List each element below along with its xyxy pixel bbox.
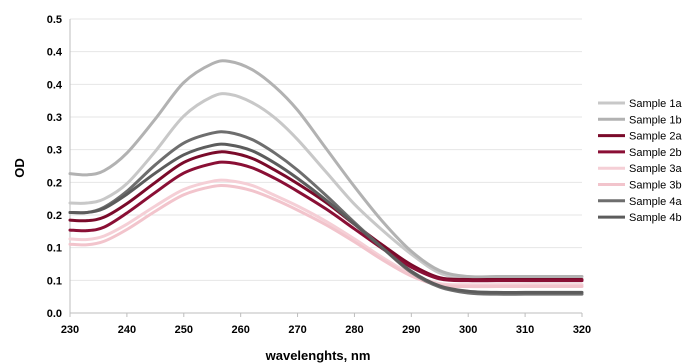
- legend-label: Sample 3a: [629, 163, 682, 175]
- x-tick-label: 260: [231, 324, 249, 336]
- legend: Sample 1a Sample 1b Sample 2a Sample 2b Samp…: [598, 98, 682, 224]
- x-tick-label: 240: [118, 324, 136, 336]
- series-line-8: [68, 142, 584, 295]
- x-tick-label: 270: [288, 324, 306, 336]
- y-tick-label: 0.1: [47, 243, 62, 255]
- y-tick-label: 0.3: [47, 112, 62, 124]
- x-tick-label: 250: [175, 324, 193, 336]
- legend-label: Sample 4b: [629, 212, 682, 224]
- y-tick-label: 0.2: [47, 177, 62, 189]
- y-tick-label: 0.3: [47, 145, 62, 157]
- y-tick-label: 0.2: [47, 210, 62, 222]
- series-lines: [68, 59, 584, 296]
- y-tick-label: 0.5: [47, 14, 62, 26]
- x-tick-label: 230: [61, 324, 79, 336]
- legend-label: Sample 1b: [629, 114, 682, 126]
- legend-label: Sample 2b: [629, 147, 682, 159]
- x-tick-label: 280: [345, 324, 363, 336]
- x-tick-label: 290: [402, 324, 420, 336]
- y-tick-label: 0.4: [47, 47, 63, 59]
- legend-label: Sample 2a: [629, 131, 682, 143]
- x-axis-title: wavelenghts, nm: [265, 348, 371, 363]
- series-line-7: [68, 130, 584, 296]
- series-line-2: [68, 59, 584, 279]
- legend-label: Sample 1a: [629, 98, 682, 110]
- x-tick-labels: 230 240 250 260 270 280 290 300 310 320: [61, 324, 591, 336]
- x-tick-label: 320: [573, 324, 591, 336]
- x-tick-label: 300: [459, 324, 477, 336]
- axes: [69, 19, 583, 317]
- y-axis-title: OD: [12, 158, 27, 178]
- series-line-4: [68, 160, 584, 283]
- y-tick-labels: 0.0 0.1 0.1 0.2 0.2 0.3 0.3 0.4 0.4 0.5: [47, 14, 63, 320]
- legend-label: Sample 3b: [629, 180, 682, 192]
- y-tick-label: 0.4: [47, 79, 63, 91]
- legend-label: Sample 4a: [629, 196, 682, 208]
- x-tick-label: 310: [516, 324, 534, 336]
- series-line-6: [68, 183, 584, 289]
- y-tick-label: 0.0: [47, 308, 62, 320]
- y-tick-label: 0.1: [47, 275, 62, 287]
- series-line-5: [68, 178, 584, 287]
